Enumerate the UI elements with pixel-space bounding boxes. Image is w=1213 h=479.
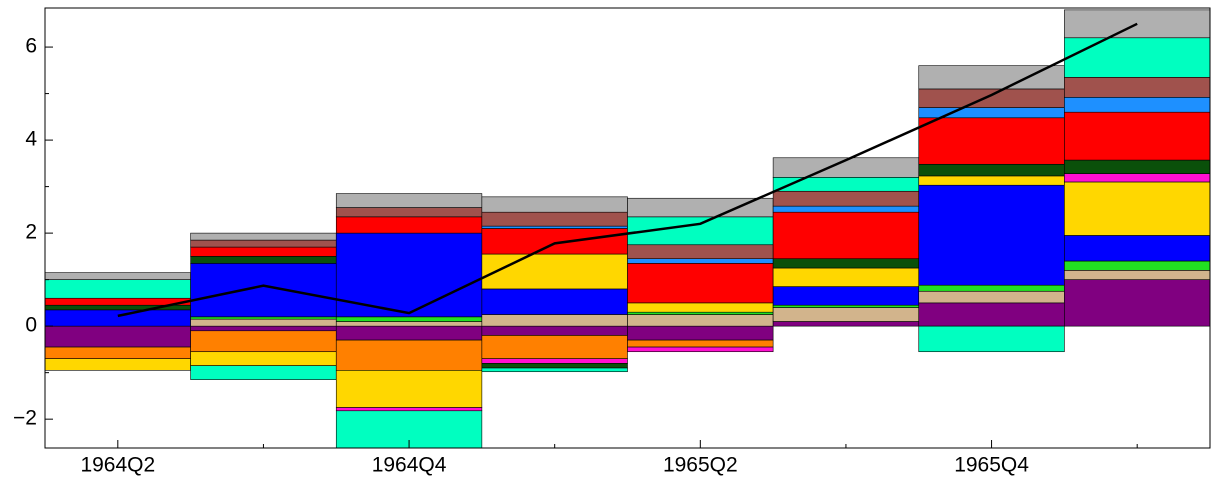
x-tick-label: 1964Q2	[80, 454, 155, 477]
bar-segment	[918, 302, 1065, 327]
bar-segment	[335, 193, 483, 208]
bar-segment	[1064, 111, 1210, 161]
bar-segment	[772, 307, 920, 322]
bar-segment	[772, 211, 920, 259]
bar-segment	[335, 325, 483, 341]
bar-segment	[45, 279, 191, 299]
x-tick-label: 1965Q4	[954, 454, 1029, 477]
bar-segment	[918, 290, 1065, 304]
bar-segment	[627, 263, 774, 304]
bar-segment	[481, 335, 628, 359]
bar-segment	[481, 253, 628, 290]
bar-segment	[481, 358, 628, 364]
bar-segment	[772, 177, 920, 192]
bar-segment	[1064, 279, 1210, 327]
bar-segment	[335, 370, 483, 408]
frame	[44, 7, 1211, 449]
bar-segment	[190, 256, 337, 264]
bar-segment	[1064, 270, 1210, 280]
plot-area	[45, 9, 1210, 448]
bar-segment	[45, 272, 191, 280]
bar-segment	[190, 246, 337, 257]
bar-segment	[481, 314, 628, 327]
y-tick-label: 4	[25, 128, 37, 151]
bar-segment	[1064, 173, 1210, 183]
y-tick-label: −2	[13, 407, 37, 430]
y-tick-label: 0	[25, 314, 37, 337]
bar-segment	[1064, 181, 1210, 236]
bar-segment	[190, 365, 337, 380]
bar-segment	[918, 325, 1065, 353]
bar-segment	[190, 316, 337, 320]
bar-segment	[481, 325, 628, 336]
bar-segment	[335, 216, 483, 234]
bar-segment	[190, 325, 337, 332]
bar-segment	[335, 339, 483, 371]
bar-segment	[627, 311, 774, 315]
bar-segment	[335, 316, 483, 322]
bar-segment	[918, 175, 1065, 186]
bar-segment	[918, 117, 1065, 165]
bar-segment	[190, 351, 337, 366]
bar-segment	[627, 302, 774, 313]
bar-segment	[190, 232, 337, 241]
bar-segment	[627, 244, 774, 259]
bar-segment	[1064, 37, 1210, 78]
bar-segment	[190, 239, 337, 248]
bar-segment	[481, 228, 628, 255]
bar-segment	[335, 207, 483, 218]
bar-segment	[1064, 235, 1210, 262]
bar-segment	[1064, 97, 1210, 113]
bar-segment	[918, 107, 1065, 119]
bar-segment	[627, 314, 774, 327]
bar-segment	[335, 321, 483, 327]
bar-segment	[772, 190, 920, 207]
bar-segment	[481, 225, 628, 229]
bar-segment	[45, 309, 191, 327]
bar-segment	[481, 211, 628, 227]
bar-segment	[627, 339, 774, 348]
bar-segment	[772, 258, 920, 269]
bar-segment	[1064, 77, 1210, 98]
bar-segment	[918, 284, 1065, 292]
bar-segment	[1064, 260, 1210, 271]
bar-segment	[190, 263, 337, 318]
bar-segment	[481, 196, 628, 213]
bar-segment	[772, 286, 920, 306]
axes: −2 0 2 4 6 1964Q2 1964Q4 1965Q2 1965Q4	[13, 35, 1138, 477]
bar-segment	[627, 258, 774, 264]
bar-segment	[772, 205, 920, 213]
bar-segment	[190, 330, 337, 353]
bar-segment	[481, 363, 628, 369]
bar-segment	[45, 358, 191, 371]
bar-segment	[1064, 159, 1210, 174]
bar-segment	[45, 346, 191, 359]
y-tick-label: 2	[25, 221, 37, 244]
bar-segment	[918, 88, 1065, 108]
bar-segment	[918, 163, 1065, 177]
bar-segment	[627, 325, 774, 341]
x-tick-label: 1964Q4	[372, 454, 447, 477]
line	[117, 22, 1138, 318]
bar-segment	[772, 304, 920, 308]
bar-segment	[918, 184, 1065, 286]
bar-segment	[772, 267, 920, 287]
bar-segment	[45, 325, 191, 348]
x-tick-label: 1965Q2	[663, 454, 738, 477]
bar-segment	[190, 318, 337, 327]
bar-segment	[481, 367, 628, 373]
bar-segment	[335, 407, 483, 412]
y-tick-label: 6	[25, 35, 37, 58]
bar-segment	[481, 288, 628, 315]
bar-segment	[627, 346, 774, 353]
bar-segment	[772, 321, 920, 327]
